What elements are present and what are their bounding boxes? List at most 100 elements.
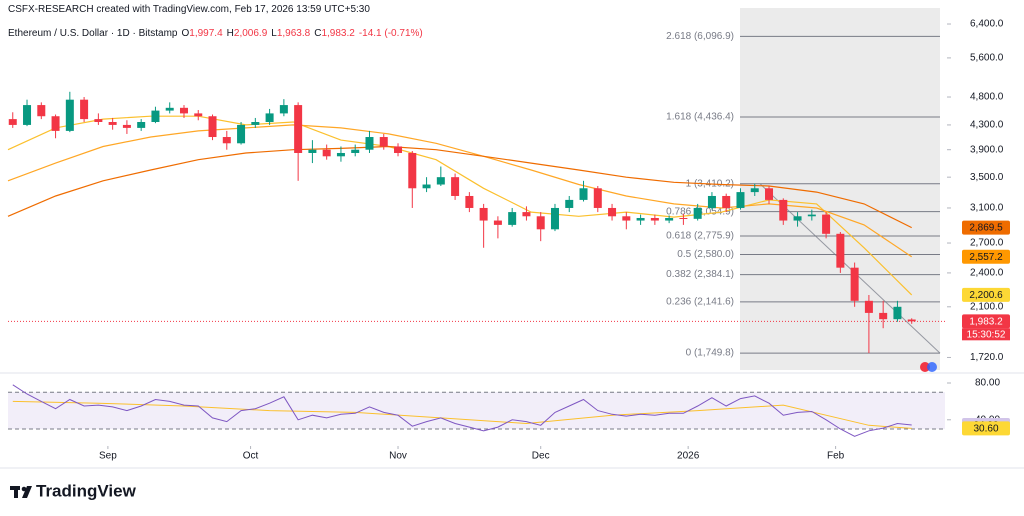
fib-label: 1.618 (4,436.4) [666,112,734,123]
candle-body [536,216,545,230]
candle-body [94,119,103,122]
price-badge-label: 2,200.6 [969,290,1003,301]
fib-label: 0.236 (2,141.6) [666,296,734,307]
x-tick-label: Dec [532,451,550,462]
candle-body [222,137,231,144]
legend: Ethereum / U.S. Dollar · 1D · Bitstamp O1… [8,28,423,39]
price-badge [962,287,1010,302]
candle-body [336,152,345,157]
event-icons [920,362,937,372]
ohlc-value: 2,006.9 [233,28,268,39]
candle-body [465,195,474,208]
fib-label: 2.618 (6,096.9) [666,31,734,42]
fib-label: 0.382 (2,384.1) [666,269,734,280]
change: -14.1 (-0.71%) [358,28,423,39]
candle-body [379,137,388,147]
candle-body [565,199,574,208]
y-tick-label: 2,700.0 [970,238,1004,249]
candle-body [765,188,774,200]
candle-body [907,319,916,322]
candle-body [37,105,46,117]
price-badge [962,220,1010,235]
ohlc-key: O [181,28,190,39]
ohlc-key: H [226,28,234,39]
ohlc-value: 1,983.2 [321,28,355,39]
candle-body [165,107,174,111]
y-tick-label: 3,100.0 [970,203,1004,214]
y-tick-label: 4,300.0 [970,120,1004,131]
candle-body [807,214,816,217]
y-tick-label: 80.00 [975,378,1000,389]
rsi-line [12,384,912,437]
fib-label: 0.618 (2,775.9) [666,231,734,242]
candle-body [522,212,531,217]
logo [10,486,32,498]
moving-average [7,145,912,229]
candle-body [237,124,246,144]
y-tick-label: 3,900.0 [970,144,1004,155]
candle-body [608,207,617,217]
x-tick-label: Oct [243,451,259,462]
y-tick-label: 1,720.0 [970,352,1004,363]
ohlc-value: 1,997.4 [189,28,223,39]
candle-body [779,199,788,221]
y-tick-label: 4,800.0 [970,92,1004,103]
candle-body [451,177,460,196]
candle-body [322,149,331,157]
candle-body [722,195,731,208]
candle-body [8,119,17,125]
y-tick-label: 2,100.0 [970,301,1004,312]
candle-body [579,188,588,200]
candle-body [665,217,674,221]
candle-body [707,195,716,208]
candle-body [179,107,188,114]
countdown-label: 15:30:52 [967,329,1006,340]
price-badge-label: 30.60 [973,424,998,435]
y-tick-label: 3,500.0 [970,172,1004,183]
y-tick-label: 5,600.0 [970,53,1004,64]
brand: TradingView [36,481,137,500]
ohlc-value: 1,963.8 [276,28,311,39]
header: CSFX-RESEARCH created with TradingView.c… [8,4,370,15]
x-tick-label: Nov [389,451,407,462]
price-badge-label: 1,983.2 [969,316,1003,327]
candle-body [351,149,360,153]
price-badge [962,314,1010,329]
candle-body [80,99,89,120]
candle-body [251,121,260,125]
candle-body [693,207,702,219]
candle-body [122,124,131,128]
candle-body [622,216,631,221]
candle-body [365,137,374,150]
candle-body [593,188,602,208]
symbol: Ethereum / U.S. Dollar · 1D · Bitstamp [8,28,178,39]
candle-body [194,113,203,117]
candle-body [879,312,888,320]
candle-body [108,121,117,125]
candle-body [294,105,303,153]
price-badge-label: 2,557.2 [969,252,1003,263]
x-tick-label: Feb [827,451,845,462]
candle-body [650,217,659,221]
price-badge [962,249,1010,264]
candle-body [394,146,403,153]
countdown-badge [962,328,1010,341]
candle-body [508,212,517,225]
candle-body [679,217,688,219]
candle-body [308,149,317,153]
price-badge-label: 2,869.5 [969,223,1003,234]
candle-body [893,306,902,320]
candle-body [51,116,60,131]
moving-average [7,124,913,258]
candle-body [550,207,559,230]
rsi-ma [12,400,912,429]
candle-body [408,152,417,189]
fib-label: 0.5 (2,580.0) [677,249,734,260]
candle-body [23,105,32,125]
candle-body [436,177,445,185]
ohlc-key: C [314,28,322,39]
x-tick-label: Sep [99,451,117,462]
rsi-band [8,392,945,429]
ohlc-key: L [271,28,277,39]
